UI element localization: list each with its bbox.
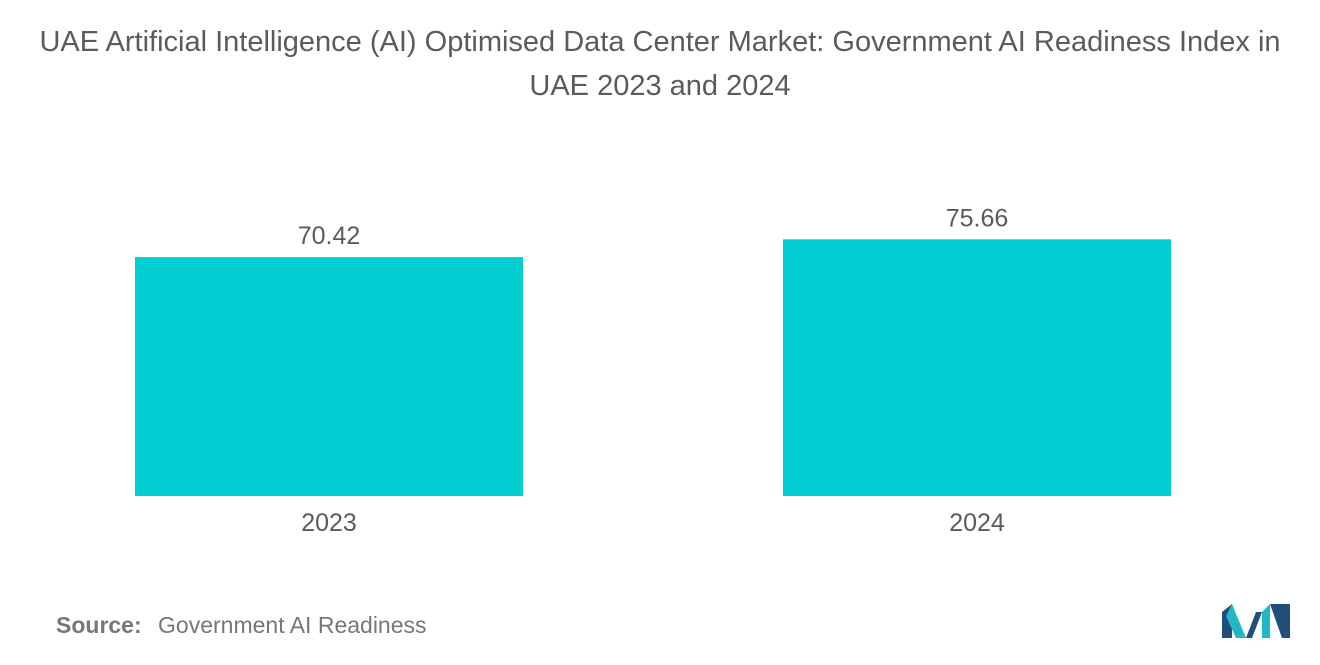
logo-mid-diagonal bbox=[1246, 612, 1262, 638]
logo-right-stroke bbox=[1262, 604, 1270, 638]
source-label: Source: bbox=[56, 612, 142, 638]
logo-right-diagonal bbox=[1270, 604, 1290, 638]
mordor-intelligence-logo-icon bbox=[1222, 604, 1290, 638]
source-note: Source: Government AI Readiness bbox=[56, 612, 427, 639]
value-label-2024: 75.66 bbox=[946, 204, 1009, 232]
category-label-2024: 2024 bbox=[949, 509, 1005, 537]
bar-2023 bbox=[135, 257, 523, 496]
source-text: Government AI Readiness bbox=[158, 612, 427, 638]
bar-2024 bbox=[783, 239, 1171, 497]
value-label-2023: 70.42 bbox=[298, 222, 361, 250]
chart-title: UAE Artificial Intelligence (AI) Optimis… bbox=[39, 26, 1281, 102]
logo-left-diagonal bbox=[1226, 604, 1246, 638]
category-label-2023: 2023 bbox=[301, 509, 357, 537]
